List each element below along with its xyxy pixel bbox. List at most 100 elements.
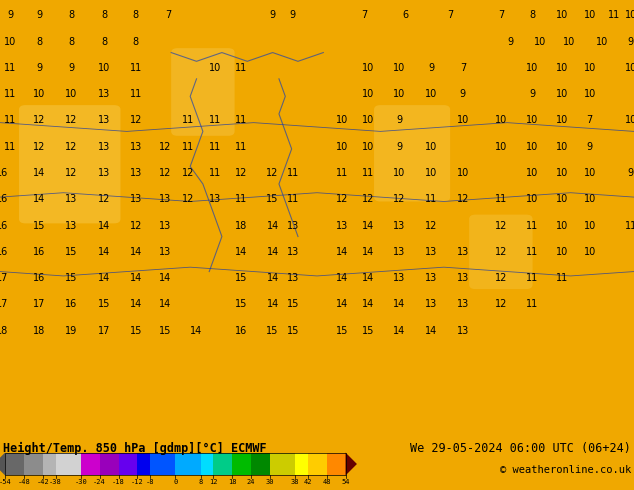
- Text: 15: 15: [235, 273, 247, 283]
- Bar: [43, 453, 56, 475]
- Text: 7: 7: [361, 10, 368, 20]
- Text: 10: 10: [425, 142, 437, 152]
- Text: 12: 12: [495, 273, 507, 283]
- Text: 15: 15: [65, 273, 77, 283]
- FancyBboxPatch shape: [171, 48, 235, 136]
- Text: 13: 13: [129, 195, 142, 204]
- Text: 13: 13: [129, 142, 142, 152]
- Text: 16: 16: [33, 247, 46, 257]
- Text: 10: 10: [361, 63, 374, 73]
- Text: 13: 13: [425, 273, 437, 283]
- Text: 0: 0: [173, 479, 178, 485]
- Text: 11: 11: [607, 10, 620, 20]
- Text: 10: 10: [624, 116, 634, 125]
- Text: -18: -18: [112, 479, 125, 485]
- Bar: [150, 453, 175, 475]
- Text: 11: 11: [129, 63, 142, 73]
- Text: 10: 10: [555, 247, 568, 257]
- Text: 16: 16: [235, 326, 247, 336]
- Text: -42: -42: [37, 479, 49, 485]
- Text: 12: 12: [235, 168, 247, 178]
- Text: 15: 15: [361, 326, 374, 336]
- Text: 10: 10: [4, 37, 16, 47]
- Text: 8: 8: [133, 37, 139, 47]
- Text: 9: 9: [529, 89, 536, 99]
- Text: 14: 14: [266, 220, 279, 231]
- Text: 13: 13: [98, 142, 110, 152]
- Text: 42: 42: [304, 479, 312, 485]
- Text: 13: 13: [98, 89, 110, 99]
- Text: 12: 12: [209, 479, 217, 485]
- Text: 10: 10: [336, 116, 349, 125]
- Text: 10: 10: [583, 10, 596, 20]
- Text: 16: 16: [0, 195, 9, 204]
- Bar: [327, 453, 346, 475]
- Polygon shape: [346, 453, 357, 475]
- Text: 15: 15: [287, 326, 299, 336]
- Text: 10: 10: [361, 116, 374, 125]
- Text: 14: 14: [98, 220, 110, 231]
- Text: 18: 18: [228, 479, 236, 485]
- Text: 10: 10: [555, 116, 568, 125]
- Text: 12: 12: [495, 299, 507, 309]
- Text: 14: 14: [129, 299, 142, 309]
- Text: 10: 10: [495, 142, 507, 152]
- Text: 13: 13: [98, 116, 110, 125]
- Text: 10: 10: [596, 37, 609, 47]
- Text: 10: 10: [526, 168, 539, 178]
- Text: 12: 12: [33, 116, 46, 125]
- Text: 12: 12: [129, 116, 142, 125]
- Text: 11: 11: [361, 168, 374, 178]
- Text: 12: 12: [158, 168, 171, 178]
- Text: 8: 8: [101, 10, 107, 20]
- Text: 12: 12: [181, 195, 194, 204]
- Text: 9: 9: [460, 89, 466, 99]
- FancyBboxPatch shape: [469, 215, 533, 289]
- Bar: [251, 453, 270, 475]
- Text: 12: 12: [495, 220, 507, 231]
- Text: 14: 14: [393, 326, 406, 336]
- Text: 10: 10: [555, 142, 568, 152]
- Text: 10: 10: [583, 89, 596, 99]
- Text: 12: 12: [65, 116, 77, 125]
- Text: 13: 13: [65, 220, 77, 231]
- Text: 10: 10: [583, 195, 596, 204]
- Text: 10: 10: [33, 89, 46, 99]
- FancyBboxPatch shape: [19, 105, 120, 223]
- Text: 8: 8: [529, 10, 536, 20]
- Text: 10: 10: [526, 63, 539, 73]
- Text: 9: 9: [428, 63, 434, 73]
- Text: 12: 12: [181, 168, 194, 178]
- Text: 11: 11: [4, 142, 16, 152]
- Text: 8: 8: [198, 479, 203, 485]
- Text: 14: 14: [158, 299, 171, 309]
- Text: 13: 13: [393, 220, 406, 231]
- Text: 10: 10: [624, 10, 634, 20]
- Text: 15: 15: [235, 299, 247, 309]
- Text: 8: 8: [133, 10, 139, 20]
- Text: 17: 17: [98, 326, 110, 336]
- Text: © weatheronline.co.uk: © weatheronline.co.uk: [500, 465, 631, 475]
- Text: 15: 15: [266, 195, 279, 204]
- Text: 14: 14: [158, 273, 171, 283]
- Text: 13: 13: [393, 273, 406, 283]
- Text: 10: 10: [65, 89, 77, 99]
- Text: 10: 10: [555, 10, 568, 20]
- Text: We 29-05-2024 06:00 UTC (06+24): We 29-05-2024 06:00 UTC (06+24): [410, 442, 631, 455]
- Text: 14: 14: [98, 247, 110, 257]
- Text: 17: 17: [0, 273, 9, 283]
- Text: 18: 18: [235, 220, 247, 231]
- Text: 13: 13: [456, 273, 469, 283]
- Text: 9: 9: [269, 10, 276, 20]
- Text: -38: -38: [49, 479, 62, 485]
- Text: -24: -24: [93, 479, 106, 485]
- Text: 15: 15: [287, 299, 299, 309]
- Text: 10: 10: [98, 63, 110, 73]
- Text: 12: 12: [33, 142, 46, 152]
- Text: 11: 11: [129, 89, 142, 99]
- Text: 9: 9: [586, 142, 593, 152]
- Text: 11: 11: [235, 116, 247, 125]
- Text: 15: 15: [129, 326, 142, 336]
- Text: 7: 7: [498, 10, 504, 20]
- Text: 7: 7: [586, 116, 593, 125]
